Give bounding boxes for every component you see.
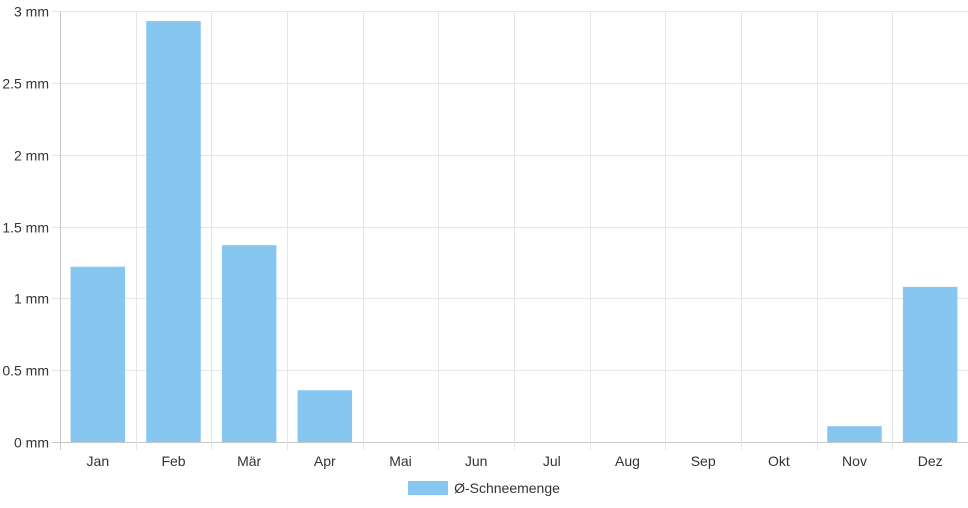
x-axis-ticks: Jan Feb Mär Apr Mai Jun Jul Aug Sep Okt Nov Dez [87, 453, 943, 469]
x-tick-label: Jul [543, 453, 561, 469]
x-tick-label: Nov [842, 453, 867, 469]
x-tick-label: Aug [615, 453, 640, 469]
y-axis-ticks: 0 mm 0.5 mm 1 mm 1.5 mm 2 mm 2.5 mm 3 mm [2, 4, 49, 451]
y-tick-label: 2.5 mm [2, 76, 49, 92]
y-tick-label: 1 mm [14, 291, 49, 307]
legend[interactable]: Ø-Schneemenge [0, 480, 968, 496]
y-tick-label: 0 mm [14, 435, 49, 451]
bar-Apr [297, 390, 353, 442]
bar-Jan [70, 266, 126, 442]
y-tick-label: 0.5 mm [2, 363, 49, 379]
x-tick-label: Mai [389, 453, 412, 469]
bars [70, 21, 958, 443]
grid [52, 11, 968, 450]
legend-swatch [408, 481, 449, 495]
y-tick-label: 1.5 mm [2, 220, 49, 236]
x-tick-label: Dez [918, 453, 943, 469]
legend-label: Ø-Schneemenge [454, 480, 560, 496]
x-tick-label: Apr [314, 453, 336, 469]
x-tick-label: Jan [87, 453, 110, 469]
x-tick-label: Feb [161, 453, 185, 469]
x-tick-label: Sep [691, 453, 716, 469]
x-tick-label: Okt [768, 453, 790, 469]
x-tick-label: Mär [237, 453, 261, 469]
bar-Nov [827, 426, 882, 442]
bar-Mär [221, 245, 277, 442]
y-tick-label: 2 mm [14, 148, 49, 164]
bar-Feb [146, 21, 201, 443]
y-tick-label: 3 mm [14, 4, 49, 20]
x-tick-label: Jun [465, 453, 488, 469]
bar-Dez [902, 286, 958, 442]
